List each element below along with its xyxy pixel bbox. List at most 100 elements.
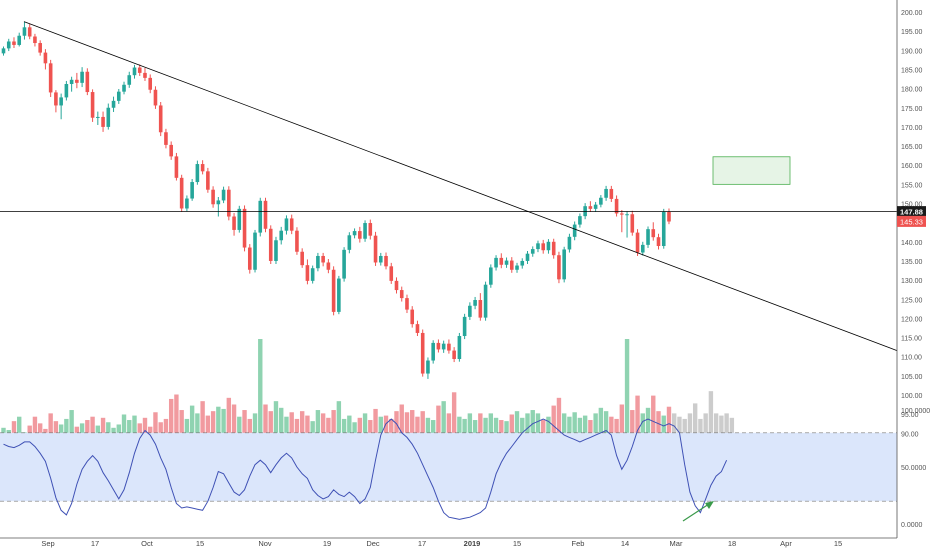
time-tick-label: Nov xyxy=(258,539,272,548)
candle-body xyxy=(242,208,247,248)
price-tick-label: 95.00 xyxy=(901,412,919,419)
candle-body xyxy=(363,223,367,239)
candle-body xyxy=(12,41,16,45)
oscillator-tick-label: 100.0000 xyxy=(901,408,930,415)
volume-bar xyxy=(656,411,661,450)
price-tick-label: 90.00 xyxy=(901,431,919,438)
candle-body xyxy=(583,206,587,217)
candle-body xyxy=(515,265,519,270)
candle-body xyxy=(599,197,603,205)
volume-bar xyxy=(661,415,666,450)
candle-body xyxy=(489,267,493,285)
candle-body xyxy=(164,132,168,145)
candle-body xyxy=(137,67,142,73)
candle-body xyxy=(179,177,184,209)
volume-bar xyxy=(168,398,174,450)
candle-body xyxy=(358,231,362,239)
candle-body xyxy=(378,255,383,263)
volume-bar xyxy=(394,411,399,450)
volume-bar xyxy=(315,410,321,450)
price-tick-label: 155.00 xyxy=(901,182,923,189)
candle-body xyxy=(321,255,325,263)
volume-bar xyxy=(713,413,719,450)
candle-body xyxy=(6,41,11,49)
volume-bar xyxy=(551,405,556,450)
candle-body xyxy=(300,251,304,266)
candle-body xyxy=(64,84,69,98)
candle-body xyxy=(43,52,48,64)
candle-body xyxy=(494,257,498,268)
volume-bar xyxy=(598,407,604,450)
volume-bar xyxy=(572,412,577,450)
volume-bar xyxy=(258,339,263,450)
price-tick-label: 105.00 xyxy=(901,374,923,381)
candle-body xyxy=(253,232,257,270)
target-zone-box xyxy=(712,156,791,185)
price-badge xyxy=(897,215,926,227)
volume-bar xyxy=(404,412,410,450)
volume-bar xyxy=(69,410,74,450)
price-badge-label: 145.33 xyxy=(900,217,923,226)
volume-bar xyxy=(593,413,598,450)
volume-bar xyxy=(446,413,452,450)
volume-bar xyxy=(216,406,221,450)
candle-body xyxy=(54,92,58,106)
volume-bar xyxy=(242,410,247,450)
candle-body xyxy=(96,116,100,118)
candle-body xyxy=(122,84,126,92)
price-badge xyxy=(897,206,926,218)
candle-body xyxy=(426,360,430,374)
candle-body xyxy=(447,343,451,351)
candle-body xyxy=(399,290,404,299)
volume-bar xyxy=(687,413,693,450)
volume-bar xyxy=(724,413,729,450)
candle-body xyxy=(284,218,289,231)
price-tick-label: 130.00 xyxy=(901,278,923,285)
volume-bar xyxy=(252,413,258,450)
candle-body xyxy=(27,27,32,37)
volume-bar xyxy=(263,404,268,450)
candle-body xyxy=(305,265,310,281)
candle-body xyxy=(373,235,378,263)
candle-body xyxy=(562,249,566,280)
candle-body xyxy=(169,144,173,157)
candle-body xyxy=(614,198,619,214)
candle-body xyxy=(452,350,456,359)
price-tick-label: 200.00 xyxy=(901,10,923,17)
volume-bar xyxy=(535,413,541,450)
candle-body xyxy=(667,211,671,222)
volume-bar xyxy=(273,401,279,450)
oscillator-tick-label: 0.0000 xyxy=(901,522,923,529)
volume-bar xyxy=(289,412,294,450)
volume-bar xyxy=(210,411,216,450)
time-tick-label: Mar xyxy=(670,539,683,548)
candle-body xyxy=(326,262,331,270)
price-badge-label: 147.88 xyxy=(900,208,923,217)
price-tick-label: 110.00 xyxy=(901,355,922,362)
time-tick-label: 2019 xyxy=(464,539,481,548)
candle-body xyxy=(310,268,315,281)
volume-bar xyxy=(205,415,211,450)
price-tick-label: 120.00 xyxy=(901,316,923,323)
candle-body xyxy=(331,269,336,312)
price-tick-label: 115.00 xyxy=(901,336,922,343)
volume-bar xyxy=(268,411,273,450)
candle-body xyxy=(342,249,346,279)
volume-bar xyxy=(708,391,714,450)
candle-body xyxy=(520,260,525,266)
candle-body xyxy=(546,241,551,251)
volume-bar xyxy=(221,408,226,450)
time-tick-label: 19 xyxy=(323,539,331,548)
candle-body xyxy=(441,343,446,350)
candle-body xyxy=(17,35,22,45)
candle-body xyxy=(33,36,37,44)
candle-body xyxy=(368,223,373,236)
trend-line[interactable] xyxy=(23,21,898,351)
candle-body xyxy=(279,230,284,241)
candle-body xyxy=(111,100,116,108)
candle-body xyxy=(106,107,111,127)
volume-bar xyxy=(478,413,483,450)
volume-bar xyxy=(399,404,404,450)
